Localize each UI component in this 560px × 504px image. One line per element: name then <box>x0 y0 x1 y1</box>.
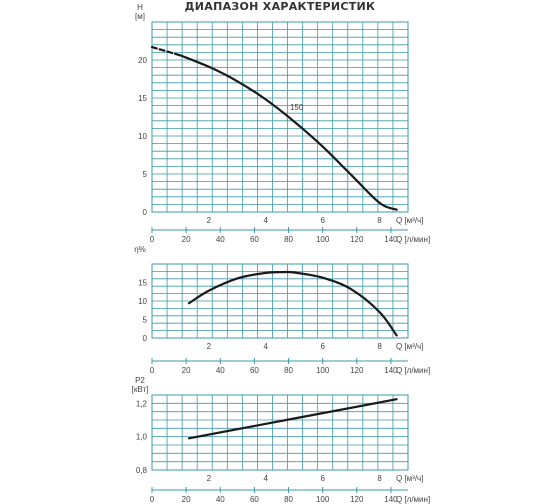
x2-tick-label: 120 <box>350 235 364 244</box>
curve-annotation-label: 150 <box>290 103 304 112</box>
y-axis-unit: [м] <box>135 12 145 21</box>
x2-tick-label: 80 <box>284 235 293 244</box>
x2-tick-label: 60 <box>250 235 259 244</box>
x-axis-label: Q [м³/ч] <box>396 474 423 483</box>
x2-tick-label: 0 <box>150 366 155 375</box>
x2-tick-label: 40 <box>216 366 225 375</box>
x2-axis-label: Q [л/мин] <box>396 495 430 504</box>
x-tick-label: 2 <box>207 216 212 225</box>
plot-frame <box>151 394 409 471</box>
x2-axis-label: Q [л/мин] <box>396 235 430 244</box>
x-tick-label: 6 <box>320 474 325 483</box>
series-line <box>187 270 398 337</box>
x-tick-label: 6 <box>320 216 325 225</box>
y-axis-unit: [кВт] <box>132 385 149 394</box>
x-tick-label: 8 <box>377 342 382 351</box>
x2-tick-label: 120 <box>350 366 364 375</box>
y-tick-label: 20 <box>138 56 147 65</box>
x-tick-label: 8 <box>377 474 382 483</box>
y-tick-label: 1,2 <box>136 399 148 408</box>
x2-tick-label: 40 <box>216 235 225 244</box>
x-axis-label: Q [м³/ч] <box>396 342 423 351</box>
x-tick-label: 8 <box>377 216 382 225</box>
x2-tick-label: 0 <box>150 235 155 244</box>
y-axis-label: H <box>137 3 143 12</box>
x2-tick-label: 20 <box>182 235 191 244</box>
x-tick-label: 4 <box>264 216 269 225</box>
y-tick-label: 15 <box>138 94 147 103</box>
y-tick-label: 5 <box>143 316 148 325</box>
x-tick-label: 2 <box>207 342 212 351</box>
x2-tick-label: 60 <box>250 366 259 375</box>
x2-tick-label: 60 <box>250 495 259 504</box>
x2-tick-label: 0 <box>150 495 155 504</box>
y-axis-label: P2 <box>135 376 145 385</box>
y-tick-label: 1,0 <box>136 433 148 442</box>
y-tick-label: 10 <box>138 297 147 306</box>
y-tick-label: 0 <box>143 208 148 217</box>
x2-tick-label: 140 <box>384 366 398 375</box>
x2-tick-label: 120 <box>350 495 364 504</box>
x2-tick-label: 20 <box>182 495 191 504</box>
x2-tick-label: 20 <box>182 366 191 375</box>
x-tick-label: 6 <box>320 342 325 351</box>
y-tick-label: 0 <box>143 334 148 343</box>
plot-frame <box>151 263 409 339</box>
x2-tick-label: 80 <box>284 366 293 375</box>
y-axis-label: η% <box>134 245 146 254</box>
x2-tick-label: 140 <box>384 495 398 504</box>
series-line-dashed <box>150 46 182 57</box>
y-tick-label: 15 <box>138 279 147 288</box>
x2-tick-label: 100 <box>316 366 330 375</box>
x2-tick-label: 140 <box>384 235 398 244</box>
y-tick-label: 10 <box>138 132 147 141</box>
x2-axis-label: Q [л/мин] <box>396 366 430 375</box>
panel-1 <box>150 21 409 233</box>
x-tick-label: 2 <box>207 474 212 483</box>
x2-tick-label: 100 <box>316 235 330 244</box>
x-axis-label: Q [м³/ч] <box>396 216 423 225</box>
x2-tick-label: 40 <box>216 495 225 504</box>
x-tick-label: 4 <box>264 474 269 483</box>
panel-3 <box>151 394 409 493</box>
x-tick-label: 4 <box>264 342 269 351</box>
y-tick-label: 0,8 <box>136 466 148 475</box>
series-line <box>179 54 398 211</box>
series-line <box>187 398 398 440</box>
panel-2 <box>151 263 409 364</box>
x2-tick-label: 80 <box>284 495 293 504</box>
x2-tick-label: 100 <box>316 495 330 504</box>
y-tick-label: 5 <box>143 170 148 179</box>
page-title: ДИАПАЗОН ХАРАКТЕРИСТИК <box>184 0 376 13</box>
plot-frame <box>151 21 409 213</box>
